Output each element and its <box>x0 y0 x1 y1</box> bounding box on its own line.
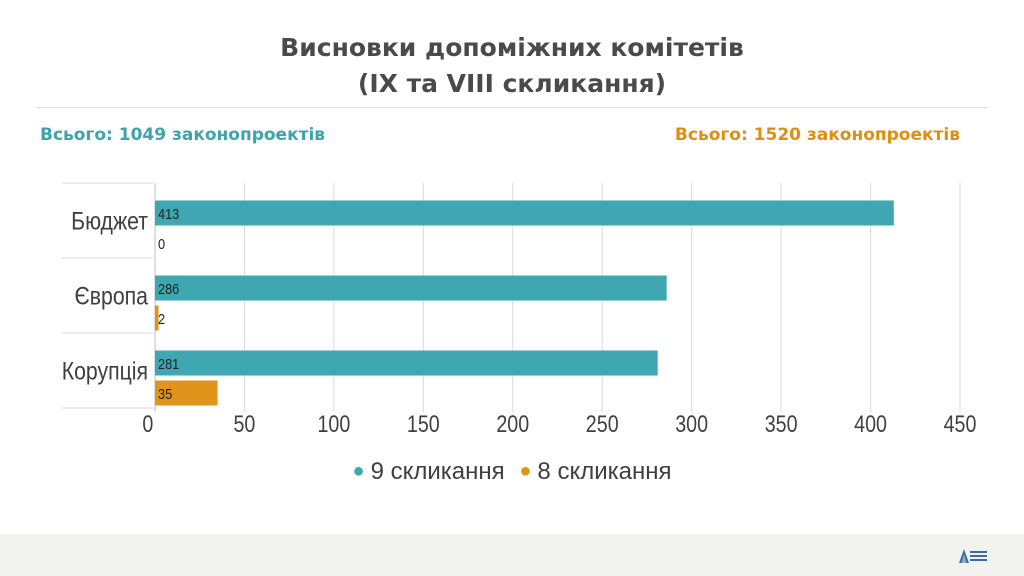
x-tick-label: 400 <box>854 410 887 437</box>
total-left: Всього: 1049 законопроектів <box>40 125 326 145</box>
data-label: 286 <box>158 280 179 297</box>
x-tick-label: 150 <box>407 410 440 437</box>
category-label: Корупція <box>62 357 148 385</box>
total-right: Всього: 1520 законопроектів <box>674 125 960 145</box>
data-label: 413 <box>158 205 179 222</box>
category-label: Європа <box>75 282 149 310</box>
bar-series-9 <box>155 275 667 301</box>
x-tick-label: 200 <box>496 410 529 437</box>
data-label: 35 <box>158 385 172 402</box>
chart-title-line2: (IX та VIII скликання) <box>357 69 667 98</box>
legend-label-series-8: 8 скликання <box>537 458 672 485</box>
x-tick-label: 50 <box>234 410 256 437</box>
footer-bar <box>0 534 1024 576</box>
data-label: 2 <box>158 310 165 327</box>
legend-dot-series-8: ● <box>519 460 532 482</box>
bar-series-8 <box>155 305 159 331</box>
data-label: 281 <box>158 355 179 372</box>
legend-dot-series-9: ● <box>352 460 365 482</box>
category-label: Бюджет <box>71 207 148 235</box>
legend: ● 9 скликання ● 8 скликання <box>0 458 1024 486</box>
x-tick-label: 250 <box>586 410 619 437</box>
chart-title: Висновки допоміжних комітетів (IX та VII… <box>0 30 1024 102</box>
legend-label-series-9: 9 скликання <box>370 458 505 485</box>
x-tick-label: 300 <box>675 410 708 437</box>
bar-chart: 0 50 100 150 200 250 300 350 400 450 Бюджет 413 0 Євр… <box>62 182 977 437</box>
bar-series-9 <box>155 350 658 376</box>
bar-series-8 <box>155 380 218 406</box>
mountain-logo-icon <box>958 548 988 566</box>
legend-item-series-9: ● 9 скликання <box>352 458 504 486</box>
legend-item-series-8: ● 8 скликання <box>519 458 671 486</box>
logo-text-lines <box>970 551 987 563</box>
mountain-icon <box>959 549 969 563</box>
title-divider <box>36 107 988 108</box>
x-tick-label: 350 <box>765 410 798 437</box>
data-label: 0 <box>158 235 165 252</box>
bar-series-9 <box>155 200 894 226</box>
x-tick-label: 0 <box>142 410 153 437</box>
x-tick-label: 100 <box>317 410 350 437</box>
x-tick-label: 450 <box>944 410 977 437</box>
chart-title-line1: Висновки допоміжних комітетів <box>280 33 744 62</box>
